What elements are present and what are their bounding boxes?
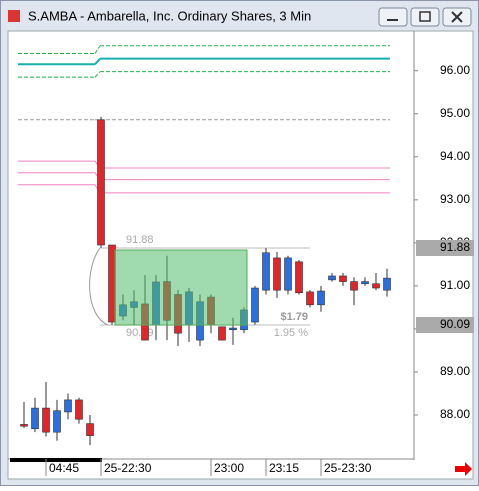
maximize-button[interactable] <box>410 7 440 27</box>
candle-body <box>251 287 259 323</box>
candle-body <box>306 291 314 306</box>
x-tick-label: 23:00 <box>214 461 244 475</box>
candle-body <box>284 257 292 291</box>
measure-bracket <box>89 247 109 326</box>
price-marker-box <box>416 240 474 257</box>
app-icon <box>8 10 20 22</box>
candle-body <box>53 410 61 433</box>
candle-body <box>229 327 237 331</box>
measure-percent: 1.95 % <box>274 327 308 339</box>
candle-body <box>383 277 391 291</box>
price-marker-box <box>416 317 474 334</box>
y-tick-label: 89.00 <box>440 364 470 378</box>
scroll-bar[interactable] <box>10 458 102 462</box>
level-step <box>94 45 101 54</box>
candle-body <box>64 399 72 413</box>
candle-body <box>317 290 325 306</box>
price-marker: 91.88 <box>440 240 470 254</box>
x-tick-label: 23:15 <box>269 461 299 475</box>
measure-change: $1.79 <box>280 311 308 323</box>
y-tick-label: 96.00 <box>440 63 470 77</box>
candle-body <box>20 424 28 427</box>
candle-body <box>361 281 369 285</box>
x-tick-label: 25-22:30 <box>104 461 152 475</box>
candle-body <box>42 407 50 433</box>
y-tick-label: 91.00 <box>440 278 470 292</box>
y-tick-label: 88.00 <box>440 407 470 421</box>
candle-body <box>295 261 303 294</box>
candle-body <box>75 399 83 420</box>
candle-body <box>31 407 39 430</box>
measure-low-label: 90.09 <box>126 327 154 339</box>
minimize-button[interactable] <box>378 7 408 27</box>
candle-body <box>350 281 358 291</box>
candle-body <box>218 326 226 341</box>
x-tick-label: 25-23:30 <box>324 461 372 475</box>
candle-body <box>86 423 94 436</box>
scroll-arrow[interactable] <box>455 462 472 476</box>
candle-body <box>262 252 270 291</box>
measure-box <box>114 249 248 326</box>
candle-body <box>108 244 116 323</box>
window-buttons[interactable] <box>378 7 472 27</box>
maximize-icon <box>419 11 431 22</box>
y-tick-label: 94.00 <box>440 149 470 163</box>
candle-body <box>97 119 105 246</box>
level-step <box>94 58 101 65</box>
candle-body <box>372 283 380 289</box>
candle-body <box>339 275 347 282</box>
measure-high-label: 91.88 <box>126 234 154 246</box>
y-tick-label: 95.00 <box>440 106 470 120</box>
y-tick-label: 93.00 <box>440 192 470 206</box>
candle-body <box>273 257 281 291</box>
close-icon <box>451 11 463 23</box>
level-step <box>94 71 101 78</box>
candle-body <box>328 275 336 281</box>
x-tick-label: 04:45 <box>49 461 79 475</box>
price-marker: 90.09 <box>440 317 470 331</box>
window-title: S.AMBA - Ambarella, Inc. Ordinary Shares… <box>28 8 311 23</box>
